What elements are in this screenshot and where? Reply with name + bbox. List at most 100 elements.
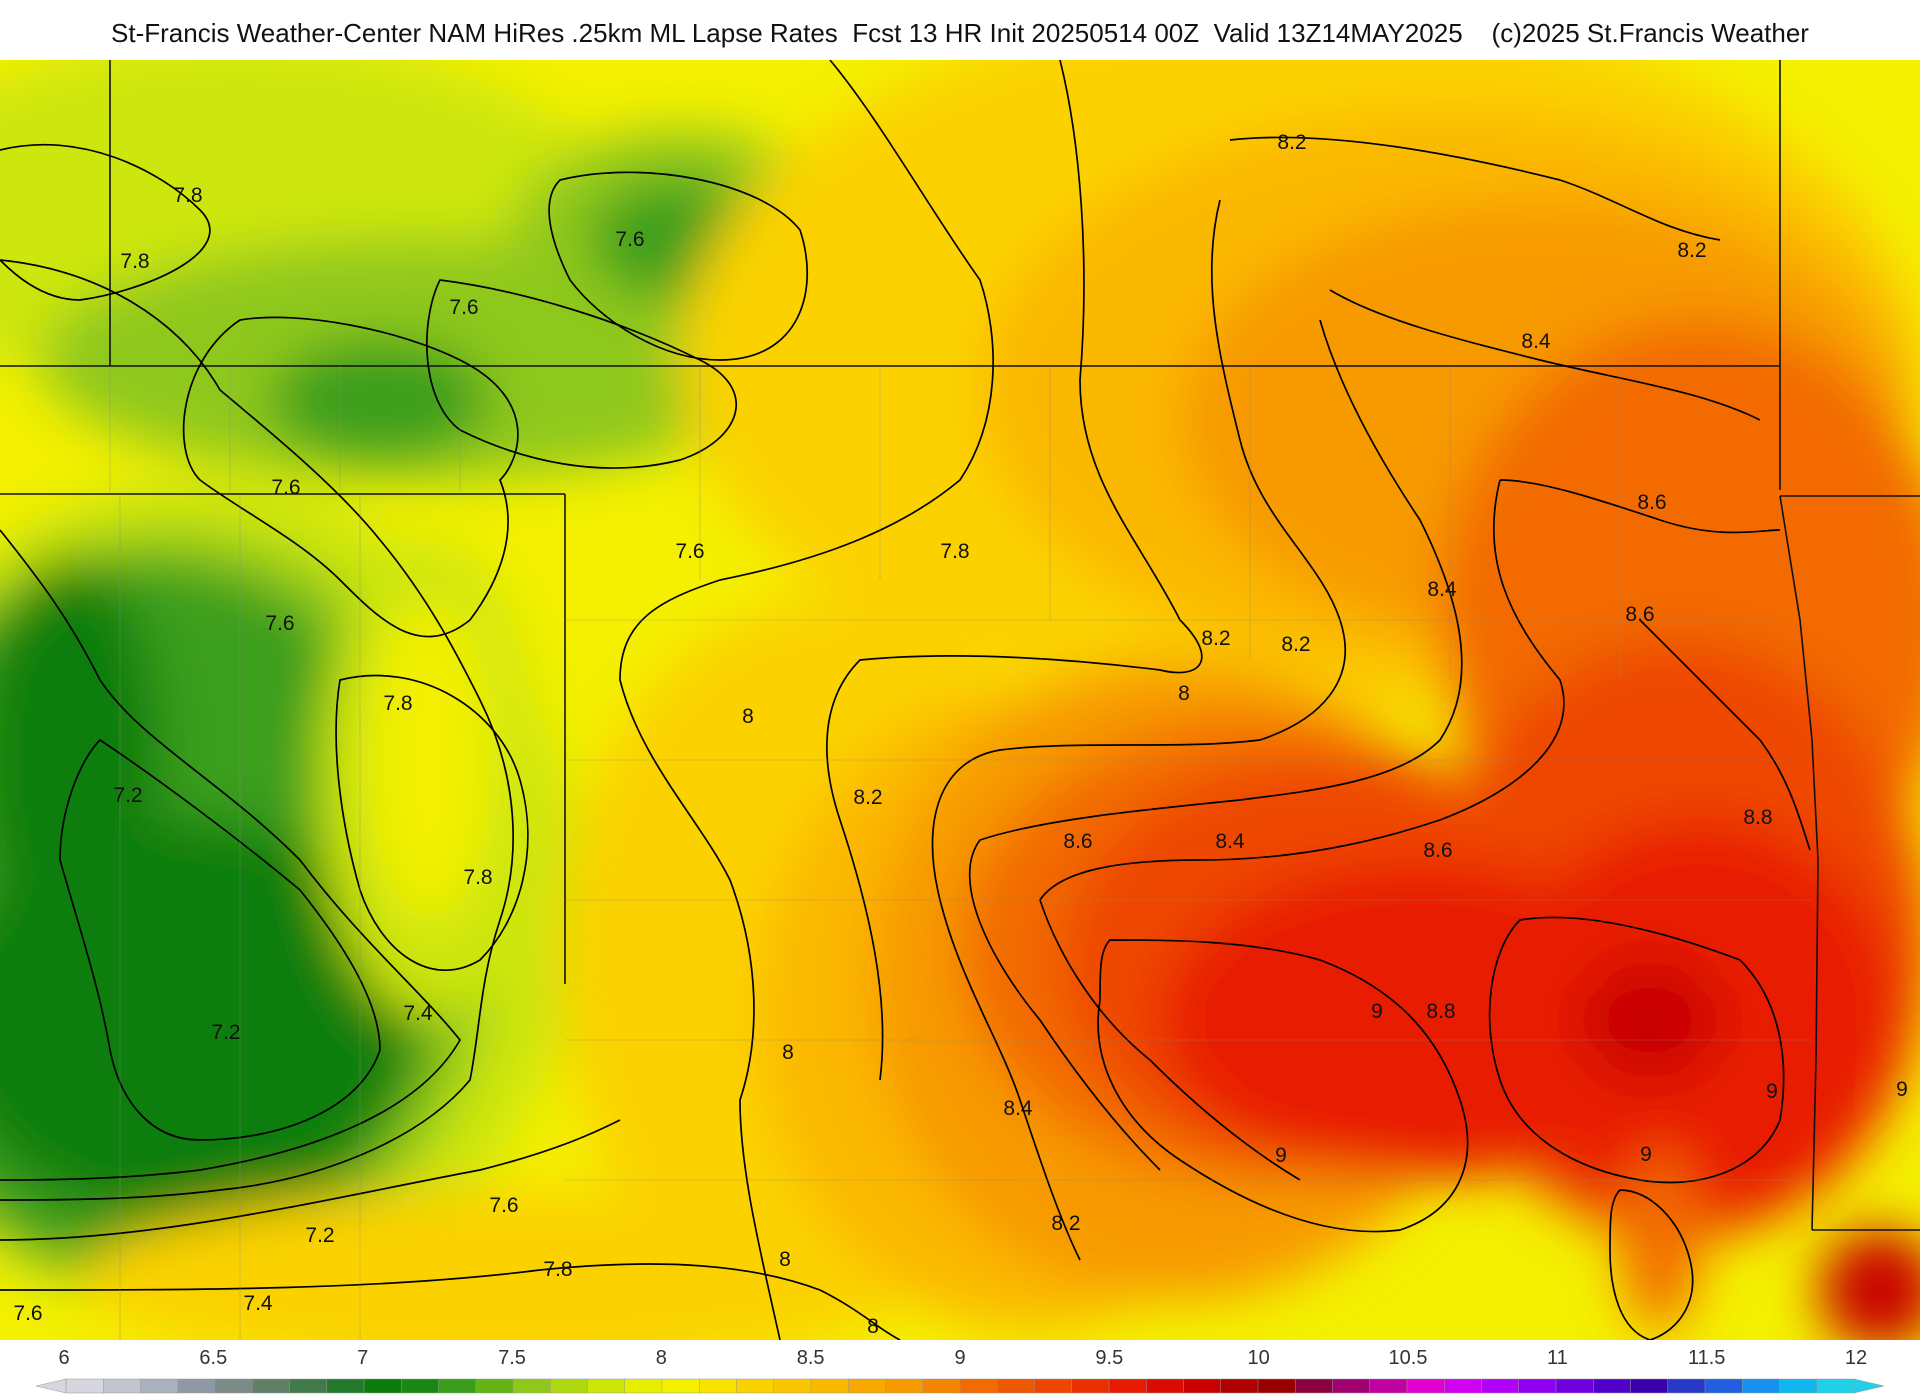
legend-swatch xyxy=(1257,1378,1296,1394)
legend-swatch xyxy=(1704,1378,1743,1394)
contour-7.8-south xyxy=(0,1119,621,1241)
contour-label: 7.2 xyxy=(113,784,142,807)
legend-swatch xyxy=(1630,1378,1669,1394)
lapse-rate-map: 7.8 7.8 7.6 7.6 7.6 7.6 7.6 7.8 7.2 7.8 7.8 7.4 7.2 7… xyxy=(0,60,1920,1340)
legend-arrow-left xyxy=(35,1378,67,1394)
contour-8-east xyxy=(826,60,1203,1081)
legend-swatch xyxy=(1220,1378,1259,1394)
contour-label: 7.8 xyxy=(463,866,492,889)
contour-label: 7.2 xyxy=(211,1021,240,1044)
contour-7.8-lobe xyxy=(335,674,529,971)
legend-swatch xyxy=(289,1378,328,1394)
legend-tick-label: 8.5 xyxy=(797,1347,825,1369)
legend-swatch xyxy=(363,1378,402,1394)
legend-tick-label: 10 xyxy=(1248,1347,1270,1369)
map-title: St-Francis Weather-Center NAM HiRes .25k… xyxy=(111,18,1809,48)
legend-tick-label: 11 xyxy=(1547,1347,1568,1369)
contour-7.6-northcenter xyxy=(548,171,808,361)
contour-label: 9 xyxy=(1766,1080,1778,1103)
legend-swatch xyxy=(885,1378,924,1394)
legend-swatch xyxy=(736,1378,775,1394)
contour-label: 7.8 xyxy=(940,540,969,563)
legend-swatch xyxy=(1779,1378,1818,1394)
legend-arrow-right xyxy=(1853,1378,1885,1394)
legend-swatch xyxy=(1593,1378,1632,1394)
contour-7.6-lobe xyxy=(182,316,519,638)
legend-tick-label: 7 xyxy=(357,1347,368,1369)
contour-label: 7.2 xyxy=(305,1224,334,1247)
legend-tick-label: 7.5 xyxy=(498,1347,526,1369)
contour-lines xyxy=(0,60,1811,1340)
legend-swatch xyxy=(1183,1378,1222,1394)
contour-8.2-center xyxy=(931,199,1346,1261)
legend-swatch xyxy=(65,1378,104,1394)
contour-label: 9 xyxy=(1640,1143,1652,1166)
contour-8.2-north xyxy=(1229,136,1721,241)
contour-label: 8.6 xyxy=(1063,830,1092,853)
lapse-rate-fill xyxy=(0,60,1920,1340)
legend-swatch xyxy=(1406,1378,1445,1394)
legend-swatch xyxy=(1146,1378,1185,1394)
legend-tick-label: 11.5 xyxy=(1688,1347,1725,1369)
legend-tick-label: 10.5 xyxy=(1389,1347,1428,1369)
legend-swatch xyxy=(1071,1378,1110,1394)
legend-swatch xyxy=(997,1378,1036,1394)
contour-9-east xyxy=(1488,916,1785,1184)
county-line xyxy=(699,366,1621,680)
legend-swatch xyxy=(140,1378,179,1394)
contour-label: 7.8 xyxy=(120,250,149,273)
contour-label: 8.4 xyxy=(1215,830,1245,853)
county-line xyxy=(565,619,1812,1181)
contour-label: 9 xyxy=(1275,1144,1287,1167)
contour-7.2-southwest xyxy=(59,738,381,1141)
contour-7.6-west xyxy=(0,259,514,1201)
contour-9-center xyxy=(1097,939,1469,1233)
contour-labels: 7.8 7.8 7.6 7.6 7.6 7.6 7.6 7.8 7.2 7.8 7.8 7.4 7.2 7… xyxy=(13,131,1908,1338)
contour-9-south-lobe xyxy=(1609,1189,1694,1340)
contour-7.4-west xyxy=(0,529,462,1181)
color-legend: 6 6.5 7 7.5 8 8.5 9 9.5 10 10.5 11 11.5 12 xyxy=(35,1347,1885,1394)
legend-swatch xyxy=(177,1378,216,1394)
fill-green-north xyxy=(270,340,490,460)
legend-swatch xyxy=(1295,1378,1334,1394)
contour-label: 7.6 xyxy=(13,1302,42,1325)
contour-label: 8.2 xyxy=(1051,1212,1080,1235)
legend-swatch xyxy=(587,1378,626,1394)
legend-swatch xyxy=(475,1378,514,1394)
contour-8.8-east xyxy=(1639,619,1811,851)
contour-label: 8.4 xyxy=(1003,1097,1033,1120)
contour-label: 8.4 xyxy=(1427,578,1457,601)
legend-swatch xyxy=(661,1378,700,1394)
fill-red-dark-east xyxy=(1580,960,1720,1080)
contour-label: 8.2 xyxy=(853,786,882,809)
contour-8.4-north xyxy=(1329,289,1761,421)
contour-label: 8.2 xyxy=(1277,131,1306,154)
contour-label: 7.6 xyxy=(265,612,294,635)
contour-8.6-center xyxy=(1039,479,1565,1181)
state-boundaries xyxy=(0,60,1920,1231)
contour-7.6-north xyxy=(426,279,738,469)
contour-label: 9 xyxy=(1896,1078,1908,1101)
legend-swatch xyxy=(1481,1378,1520,1394)
contour-8-south xyxy=(0,1263,901,1340)
contour-label: 7.6 xyxy=(615,228,644,251)
legend-swatch xyxy=(438,1378,477,1394)
contour-label: 8.2 xyxy=(1677,239,1706,262)
contour-label: 8 xyxy=(782,1041,794,1064)
legend-swatch xyxy=(699,1378,738,1394)
legend-swatch xyxy=(1444,1378,1483,1394)
fill-red-dark-southeast xyxy=(1820,1230,1920,1340)
legend-tick-label: 12 xyxy=(1845,1347,1867,1369)
contour-label: 8.2 xyxy=(1201,627,1230,650)
contour-label: 7.6 xyxy=(489,1194,518,1217)
legend-swatch xyxy=(848,1378,887,1394)
contour-label: 8 xyxy=(867,1315,879,1338)
legend-swatch xyxy=(1108,1378,1147,1394)
legend-swatch xyxy=(326,1378,365,1394)
contour-label: 9 xyxy=(1371,1000,1383,1023)
contour-label: 7.6 xyxy=(675,540,704,563)
contour-label: 7.6 xyxy=(449,296,478,319)
legend-swatch xyxy=(1555,1378,1594,1394)
contour-label: 8.6 xyxy=(1637,491,1666,514)
legend-color-bar xyxy=(35,1378,1885,1394)
